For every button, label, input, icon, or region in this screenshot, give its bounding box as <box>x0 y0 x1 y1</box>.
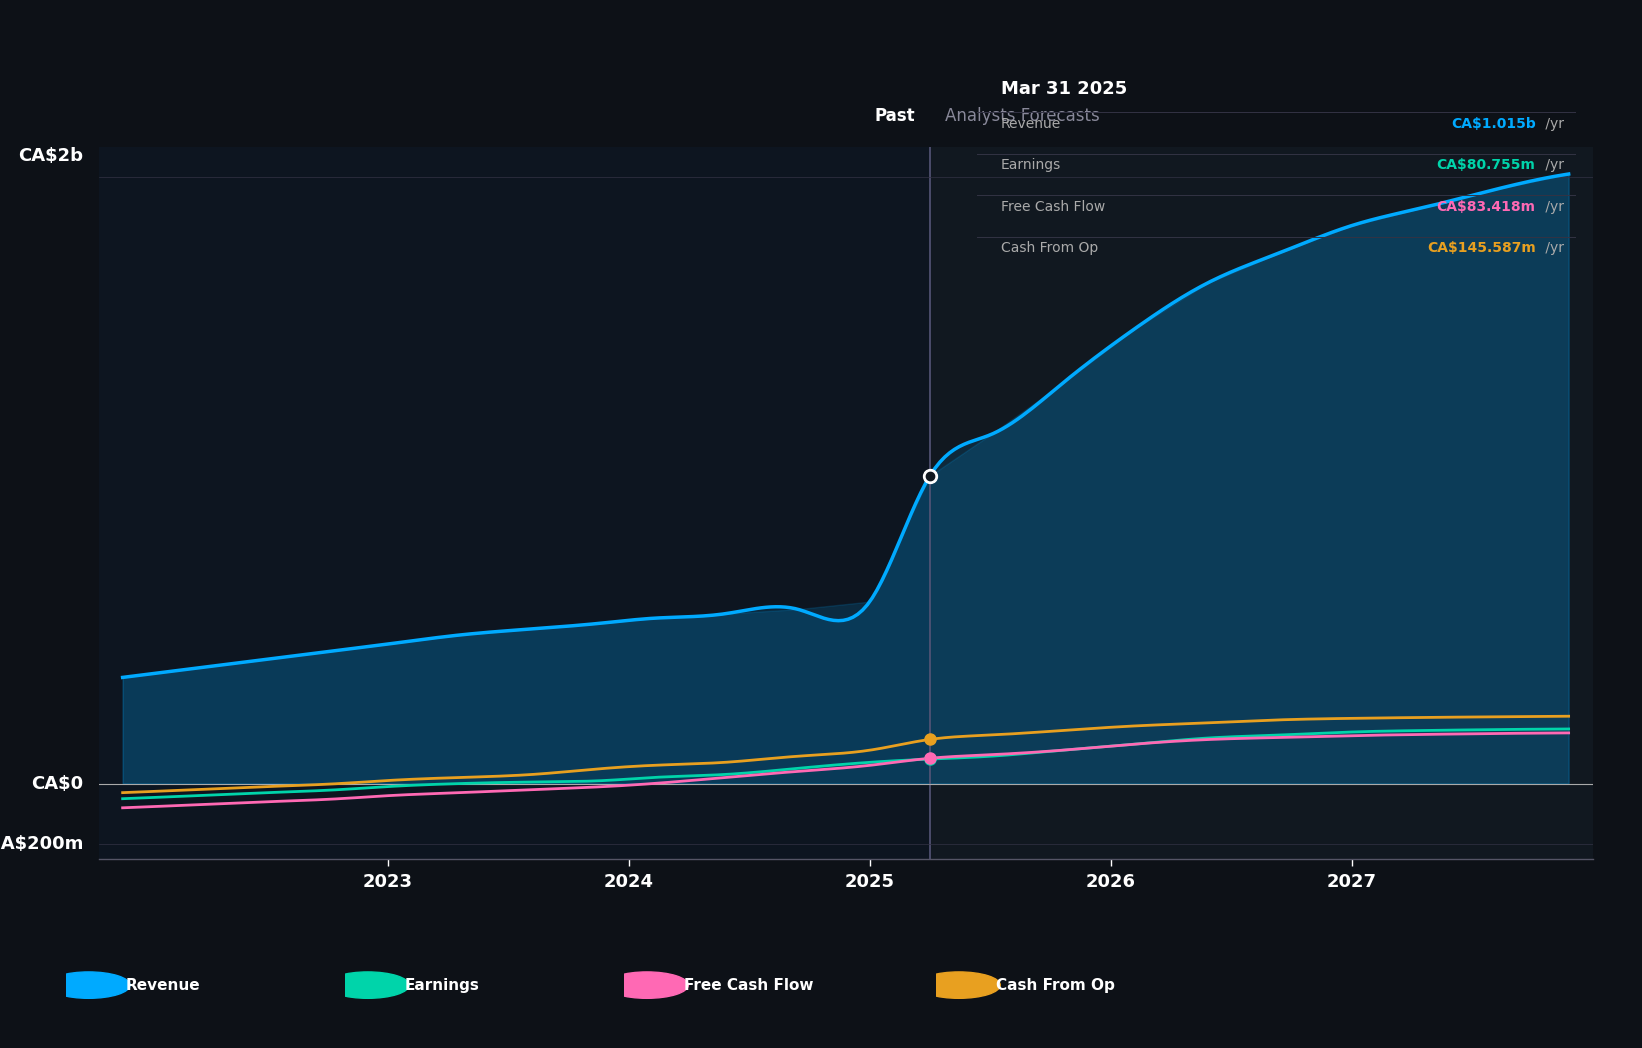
Circle shape <box>48 971 130 999</box>
Text: /yr: /yr <box>1542 241 1565 256</box>
Circle shape <box>327 971 409 999</box>
Text: /yr: /yr <box>1542 200 1565 214</box>
Text: CA$2b: CA$2b <box>18 147 84 165</box>
Text: Analysts Forecasts: Analysts Forecasts <box>944 107 1100 126</box>
Bar <box>99 147 929 859</box>
Text: Past: Past <box>875 107 915 126</box>
Text: /yr: /yr <box>1542 117 1565 131</box>
Text: Free Cash Flow: Free Cash Flow <box>683 978 813 992</box>
Text: CA$1.015b: CA$1.015b <box>1452 117 1535 131</box>
Text: CA$83.418m: CA$83.418m <box>1437 200 1535 214</box>
Circle shape <box>606 971 688 999</box>
Text: Mar 31 2025: Mar 31 2025 <box>1002 80 1126 99</box>
Circle shape <box>918 971 1000 999</box>
Text: Free Cash Flow: Free Cash Flow <box>1002 200 1105 214</box>
Bar <box>929 147 1593 859</box>
Text: Revenue: Revenue <box>125 978 200 992</box>
Text: CA$145.587m: CA$145.587m <box>1427 241 1535 256</box>
Text: Revenue: Revenue <box>1002 117 1061 131</box>
Text: /yr: /yr <box>1542 158 1565 172</box>
Text: CA$0: CA$0 <box>31 774 84 792</box>
Text: -CA$200m: -CA$200m <box>0 835 84 853</box>
Text: Cash From Op: Cash From Op <box>995 978 1115 992</box>
Text: Cash From Op: Cash From Op <box>1002 241 1098 256</box>
Text: Earnings: Earnings <box>404 978 479 992</box>
Text: CA$80.755m: CA$80.755m <box>1437 158 1535 172</box>
Text: Earnings: Earnings <box>1002 158 1061 172</box>
